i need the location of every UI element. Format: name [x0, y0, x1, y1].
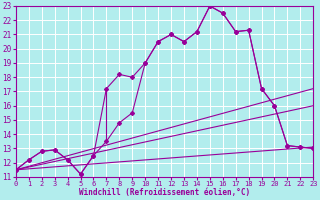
X-axis label: Windchill (Refroidissement éolien,°C): Windchill (Refroidissement éolien,°C) — [79, 188, 250, 197]
